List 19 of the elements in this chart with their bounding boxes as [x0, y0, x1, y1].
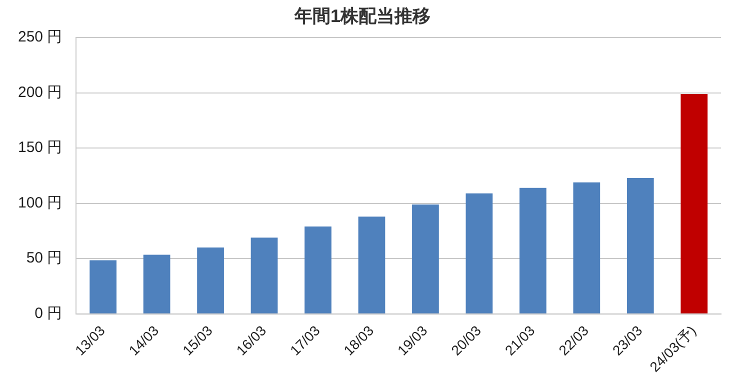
bar: [573, 182, 600, 314]
bar: [520, 188, 546, 314]
bar: [412, 204, 439, 314]
bar: [250, 238, 278, 314]
chart-title: 年間1株配当推移: [293, 6, 431, 26]
bar: [680, 94, 708, 314]
y-tick-label: 0 円: [34, 304, 62, 322]
y-tick-label: 50 円: [26, 250, 62, 267]
y-tick-label: 150 円: [18, 139, 62, 156]
bar: [466, 193, 493, 314]
bar: [197, 248, 224, 314]
y-tick-label: 250 円: [18, 28, 62, 46]
bar: [626, 178, 654, 314]
y-tick-label: 100 円: [18, 194, 62, 212]
y-tick-label: 200 円: [18, 84, 62, 101]
bar: [358, 216, 386, 314]
bar: [143, 254, 170, 314]
bar: [304, 226, 332, 314]
bar: [90, 260, 116, 314]
